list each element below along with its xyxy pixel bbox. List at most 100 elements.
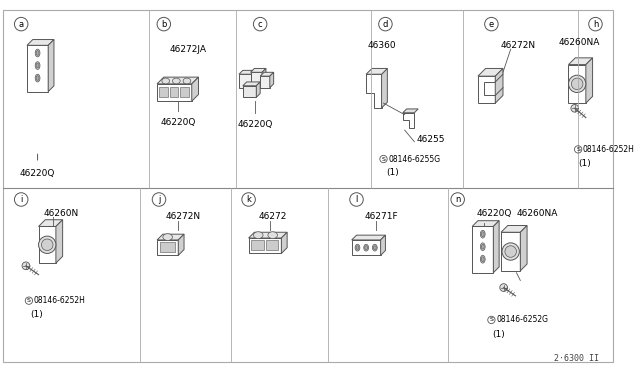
Ellipse shape bbox=[268, 232, 278, 238]
Ellipse shape bbox=[356, 246, 359, 250]
Polygon shape bbox=[501, 225, 527, 232]
Text: 08146-6252H: 08146-6252H bbox=[583, 145, 635, 154]
Polygon shape bbox=[493, 221, 499, 273]
Ellipse shape bbox=[35, 49, 40, 57]
Circle shape bbox=[505, 246, 516, 257]
Bar bbox=[252, 240, 264, 250]
Ellipse shape bbox=[481, 243, 485, 251]
Text: 46272JA: 46272JA bbox=[170, 45, 206, 54]
Text: 46260NA: 46260NA bbox=[516, 209, 558, 218]
Polygon shape bbox=[192, 77, 198, 101]
Circle shape bbox=[572, 78, 583, 90]
Polygon shape bbox=[157, 234, 184, 240]
Circle shape bbox=[22, 262, 30, 270]
Text: (1): (1) bbox=[579, 159, 591, 168]
Text: h: h bbox=[593, 20, 598, 29]
Polygon shape bbox=[243, 82, 260, 86]
Polygon shape bbox=[252, 70, 256, 88]
Polygon shape bbox=[381, 235, 385, 255]
Polygon shape bbox=[48, 39, 54, 92]
Polygon shape bbox=[520, 225, 527, 271]
Bar bbox=[159, 87, 168, 97]
Bar bbox=[160, 242, 175, 251]
Ellipse shape bbox=[172, 78, 180, 84]
Polygon shape bbox=[568, 65, 586, 103]
Circle shape bbox=[42, 239, 53, 251]
Ellipse shape bbox=[36, 63, 39, 68]
Polygon shape bbox=[256, 82, 260, 97]
Text: S: S bbox=[381, 157, 385, 161]
Text: 46220Q: 46220Q bbox=[237, 119, 273, 128]
Text: a: a bbox=[19, 20, 24, 29]
Polygon shape bbox=[38, 220, 63, 227]
Text: 08146-6252H: 08146-6252H bbox=[34, 296, 86, 305]
Text: (1): (1) bbox=[386, 168, 399, 177]
Text: 08146-6255G: 08146-6255G bbox=[388, 154, 440, 164]
Polygon shape bbox=[239, 74, 252, 88]
Polygon shape bbox=[478, 68, 503, 76]
Polygon shape bbox=[38, 227, 56, 263]
Polygon shape bbox=[179, 234, 184, 255]
Text: (1): (1) bbox=[493, 330, 506, 339]
Polygon shape bbox=[568, 58, 593, 65]
Text: 08146-6252G: 08146-6252G bbox=[496, 315, 548, 324]
Text: 2·6300 II: 2·6300 II bbox=[554, 354, 599, 363]
Circle shape bbox=[568, 75, 586, 93]
Polygon shape bbox=[366, 74, 381, 108]
Ellipse shape bbox=[481, 244, 484, 249]
Bar bbox=[180, 87, 189, 97]
Polygon shape bbox=[270, 72, 274, 88]
Text: 46220Q: 46220Q bbox=[20, 169, 55, 178]
Polygon shape bbox=[248, 238, 282, 253]
Text: d: d bbox=[383, 20, 388, 29]
Text: 46220Q: 46220Q bbox=[161, 118, 196, 126]
Text: i: i bbox=[20, 195, 22, 204]
Text: k: k bbox=[246, 195, 251, 204]
Text: S: S bbox=[27, 298, 31, 303]
Ellipse shape bbox=[481, 230, 485, 238]
Ellipse shape bbox=[162, 78, 170, 84]
Polygon shape bbox=[366, 68, 387, 74]
Polygon shape bbox=[239, 70, 256, 74]
Ellipse shape bbox=[36, 76, 39, 80]
Text: 46360: 46360 bbox=[367, 41, 396, 49]
Polygon shape bbox=[157, 77, 198, 84]
Text: 46220Q: 46220Q bbox=[477, 209, 513, 218]
Polygon shape bbox=[260, 76, 270, 88]
Polygon shape bbox=[250, 72, 262, 88]
Ellipse shape bbox=[183, 78, 191, 84]
Ellipse shape bbox=[365, 246, 367, 250]
Text: 46260N: 46260N bbox=[44, 209, 79, 218]
Text: 46271F: 46271F bbox=[364, 212, 398, 221]
Ellipse shape bbox=[481, 257, 484, 262]
Text: c: c bbox=[258, 20, 262, 29]
Ellipse shape bbox=[35, 74, 40, 82]
Polygon shape bbox=[495, 68, 503, 103]
Polygon shape bbox=[262, 68, 266, 88]
Circle shape bbox=[502, 243, 519, 260]
Polygon shape bbox=[248, 232, 287, 238]
Ellipse shape bbox=[36, 51, 39, 55]
Polygon shape bbox=[157, 240, 179, 255]
Polygon shape bbox=[56, 220, 63, 263]
Polygon shape bbox=[260, 72, 274, 76]
Polygon shape bbox=[501, 232, 520, 271]
Circle shape bbox=[38, 236, 56, 253]
Text: 46272: 46272 bbox=[258, 212, 287, 221]
Ellipse shape bbox=[364, 244, 369, 251]
Text: n: n bbox=[455, 195, 460, 204]
Text: j: j bbox=[158, 195, 160, 204]
Text: S: S bbox=[576, 147, 580, 152]
Bar bbox=[266, 240, 278, 250]
Polygon shape bbox=[478, 76, 495, 103]
Ellipse shape bbox=[481, 232, 484, 237]
Polygon shape bbox=[157, 84, 192, 101]
Polygon shape bbox=[381, 68, 387, 108]
Ellipse shape bbox=[373, 246, 376, 250]
Ellipse shape bbox=[372, 244, 377, 251]
Ellipse shape bbox=[163, 234, 172, 240]
Circle shape bbox=[500, 284, 508, 291]
Polygon shape bbox=[472, 227, 493, 273]
Polygon shape bbox=[243, 86, 256, 97]
Text: 46272N: 46272N bbox=[501, 41, 536, 49]
